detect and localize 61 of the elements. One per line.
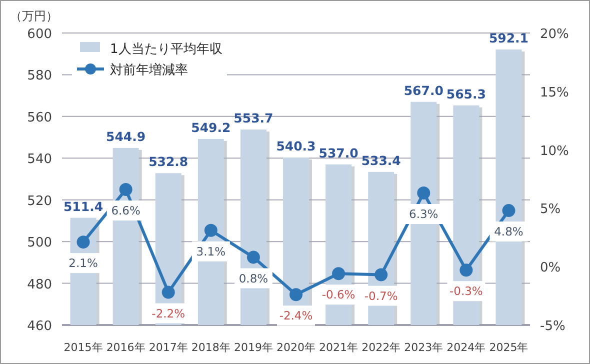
point [502, 204, 516, 218]
y-tick-label: 580 [27, 68, 52, 84]
point [290, 288, 302, 302]
point [460, 264, 473, 277]
legend-label: 1人当たり平均年収 [110, 42, 222, 57]
x-tick-label: 2016年 [106, 341, 146, 354]
data-label: 2.1% [68, 256, 98, 270]
data-label: 511.4 [64, 198, 104, 214]
y-tick-label: 460 [27, 319, 52, 334]
point [162, 286, 175, 299]
data-label: 544.9 [106, 128, 146, 144]
x-tick-label: 2015年 [64, 341, 103, 354]
data-label: -0.7% [364, 288, 398, 303]
point [332, 267, 346, 280]
x-tick-label: 2022年 [362, 341, 401, 354]
data-label: 4.8% [494, 224, 524, 239]
y-tick-label: 540 [27, 152, 52, 168]
point [204, 224, 218, 237]
x-tick-label: 2024年 [446, 341, 486, 354]
point [246, 250, 260, 264]
y-tick-label: 480 [27, 277, 52, 292]
y2-tick-label: 20% [540, 27, 569, 42]
data-label: 533.4 [361, 152, 402, 168]
x-tick-label: 2025年 [489, 341, 528, 354]
data-label: 6.6% [111, 204, 140, 218]
data-label: 532.8 [148, 154, 188, 170]
data-label: 0.8% [238, 271, 268, 286]
point [119, 183, 132, 196]
data-label: 537.0 [318, 145, 359, 160]
x-tick-label: 2018年 [191, 341, 230, 354]
point [374, 268, 388, 282]
y-tick-label: 600 [27, 27, 52, 42]
data-label: 6.3% [409, 207, 438, 222]
data-label: 553.7 [234, 110, 274, 126]
x-tick-label: 2017年 [148, 341, 188, 354]
y2-tick-label: -5% [540, 319, 566, 334]
y-axis-title: （万円） [10, 9, 58, 23]
x-tick-label: 2023年 [404, 341, 444, 354]
y2-tick-label: 15% [540, 85, 569, 100]
y-tick-label: 560 [27, 110, 52, 126]
point [76, 236, 90, 249]
data-label: 549.2 [191, 120, 231, 135]
y2-tick-label: 10% [540, 144, 569, 159]
data-label: 565.3 [446, 86, 486, 102]
data-label: -2.2% [152, 306, 186, 320]
data-label: 567.0 [404, 82, 444, 98]
data-label: -0.3% [449, 284, 483, 298]
legend-label: 対前年増減率 [110, 62, 188, 78]
data-label: 592.1 [488, 30, 528, 46]
y-tick-label: 500 [27, 236, 52, 251]
x-tick-label: 2019年 [234, 341, 273, 354]
point [417, 186, 430, 200]
data-label: -2.4% [279, 308, 313, 323]
y-tick-label: 520 [27, 194, 52, 209]
y2-tick-label: 5% [540, 202, 561, 218]
x-tick-label: 2021年 [319, 341, 358, 354]
y2-tick-label: 0% [540, 260, 561, 276]
data-label: 540.3 [276, 138, 316, 154]
data-label: 3.1% [196, 244, 226, 258]
x-tick-label: 2020年 [276, 341, 316, 354]
data-label: -0.6% [322, 288, 356, 302]
